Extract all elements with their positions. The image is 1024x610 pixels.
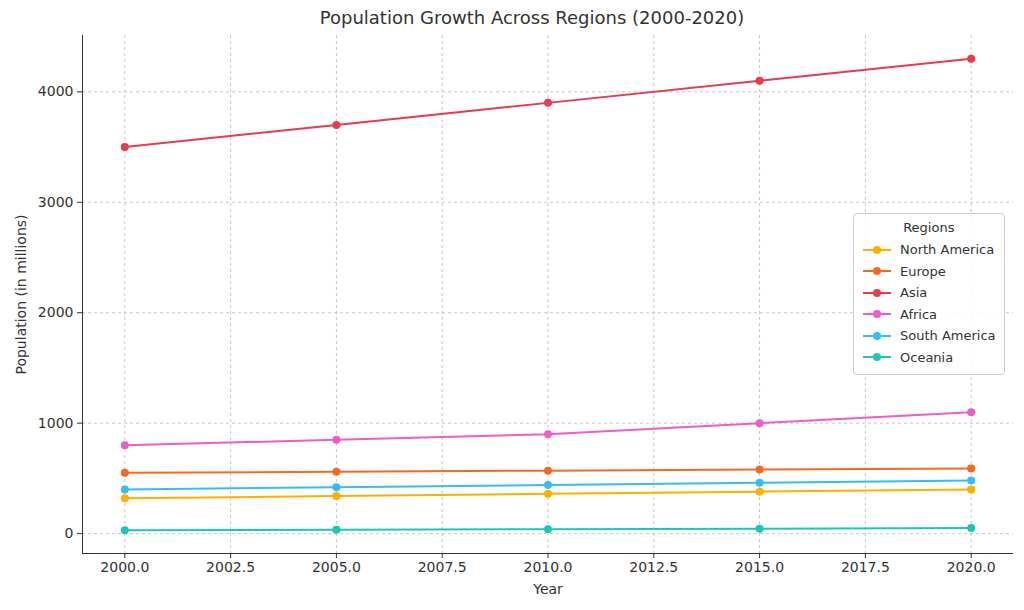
svg-text:2000: 2000 [38, 304, 74, 320]
html-text:Africa: Africa [900, 306, 938, 322]
svg-text:1000: 1000 [38, 415, 74, 431]
svg-text:0: 0 [65, 525, 74, 541]
html-text:North America: North America [900, 242, 995, 258]
html-text:Population Growth Across Regio: Population Growth Across Regions (2000-2… [319, 7, 745, 28]
svg-text:Population (in millions): Population (in millions) [13, 214, 29, 374]
svg-text:2017.5: 2017.5 [841, 559, 890, 575]
html-text:Regions: Regions [903, 220, 955, 235]
svg-text:Year: Year [532, 581, 563, 597]
svg-text:2000.0: 2000.0 [100, 559, 149, 575]
html-text:Europe: Europe [900, 263, 946, 279]
svg-text:4000: 4000 [38, 83, 74, 99]
svg-text:2002.5: 2002.5 [206, 559, 255, 575]
html-text:South America: South America [900, 328, 996, 344]
svg-text:2020.0: 2020.0 [947, 559, 996, 575]
svg-text:2015.0: 2015.0 [735, 559, 784, 575]
svg-text:2007.5: 2007.5 [418, 559, 467, 575]
svg-text:2010.0: 2010.0 [524, 559, 573, 575]
svg-text:2012.5: 2012.5 [629, 559, 678, 575]
html-text:Asia: Asia [900, 285, 928, 301]
svg-text:2005.0: 2005.0 [312, 559, 361, 575]
html-text:Oceania: Oceania [900, 349, 954, 365]
svg-text:3000: 3000 [38, 194, 74, 210]
